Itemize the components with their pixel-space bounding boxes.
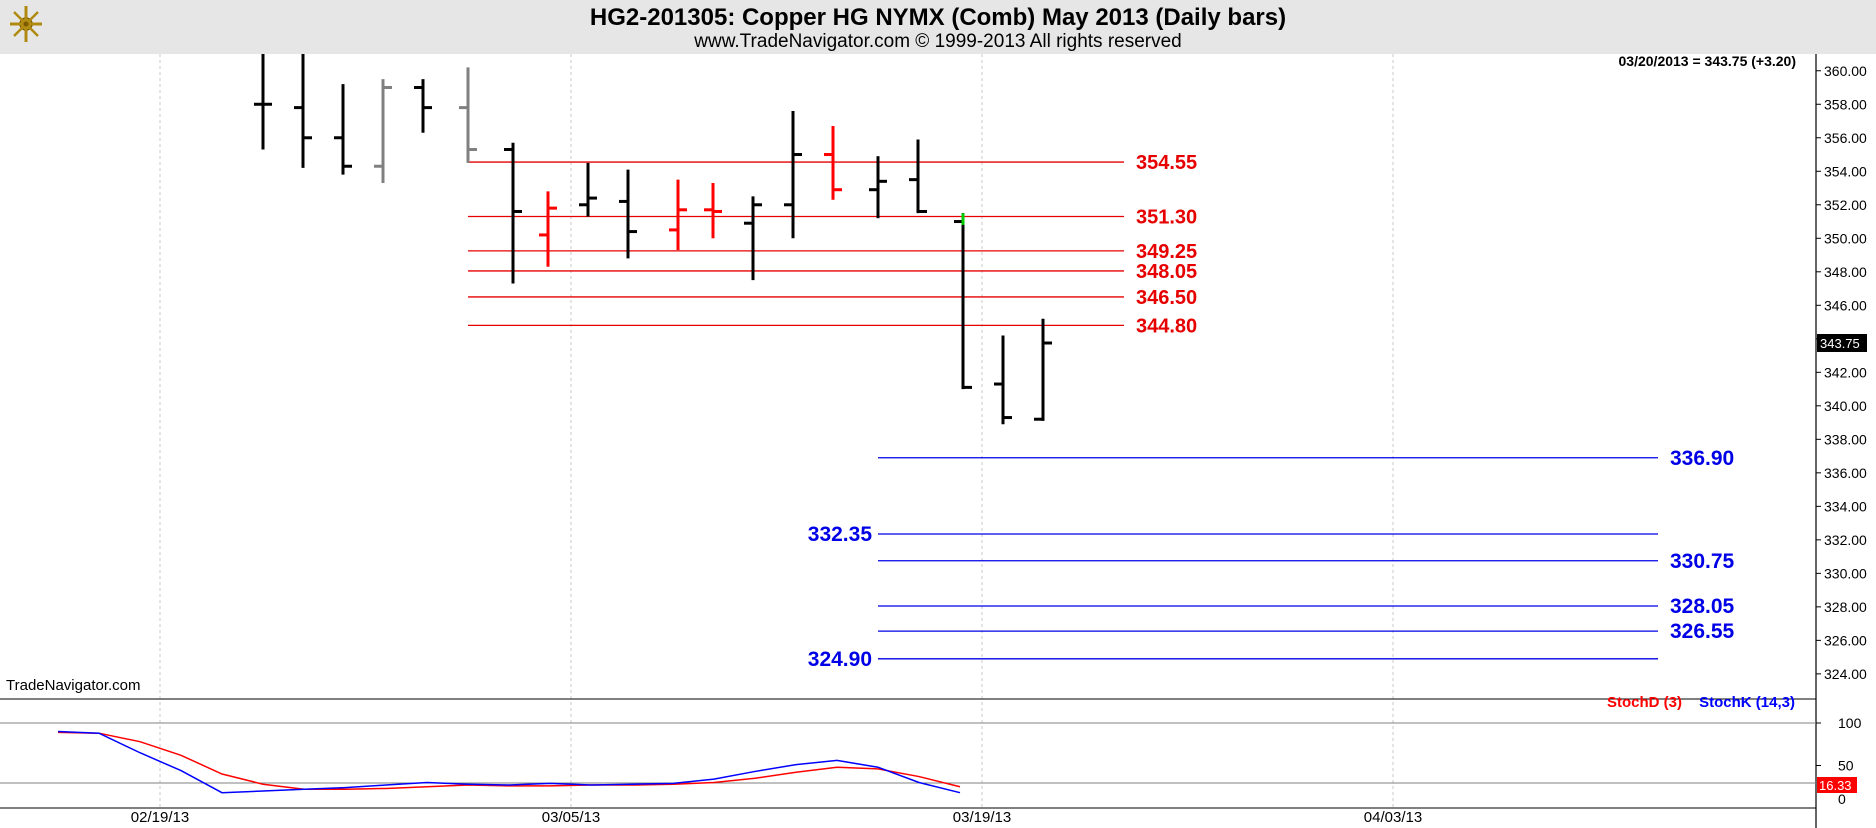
- price-axis-label: 348.00: [1824, 264, 1867, 280]
- stoch-d-line[interactable]: [57, 731, 961, 791]
- price-axis-label: 354.00: [1824, 163, 1867, 179]
- date-axis-label: 04/03/13: [1364, 809, 1422, 826]
- chart-header: HG2-201305: Copper HG NYMX (Comb) May 20…: [0, 0, 1876, 54]
- price-axis-label: 346.00: [1824, 297, 1867, 313]
- trade-navigator-logo-icon: [10, 6, 42, 42]
- price-axis-label: 342.00: [1824, 364, 1867, 380]
- support-label: 328.05: [1670, 595, 1735, 618]
- resistance-label: 351.30: [1136, 207, 1197, 229]
- support-label: 336.90: [1670, 447, 1734, 470]
- last-price-label: 343.75: [1820, 336, 1860, 351]
- date-axis-label: 03/19/13: [953, 809, 1011, 826]
- price-axis-label: 340.00: [1824, 398, 1867, 414]
- price-axis-label: 328.00: [1824, 599, 1867, 615]
- stoch-d-legend: StochD (3): [1607, 694, 1682, 711]
- support-label: 330.75: [1670, 550, 1735, 573]
- resistance-label: 348.05: [1136, 261, 1197, 283]
- price-axis-label: 336.00: [1824, 465, 1867, 481]
- resistance-label: 344.80: [1136, 315, 1197, 337]
- support-label: 332.35: [808, 523, 873, 546]
- date-axis-label: 02/19/13: [131, 809, 189, 826]
- price-axis-label: 338.00: [1824, 431, 1867, 447]
- price-axis-label: 330.00: [1824, 565, 1867, 581]
- stoch-k-legend: StochK (14,3): [1699, 694, 1795, 711]
- stoch-last-label: 16.33: [1819, 778, 1852, 793]
- price-axis-label: 358.00: [1824, 96, 1867, 112]
- resistance-label: 354.55: [1136, 152, 1197, 174]
- price-axis-label: 326.00: [1824, 632, 1867, 648]
- support-label: 326.55: [1670, 620, 1735, 643]
- stoch-k-line[interactable]: [57, 730, 961, 794]
- last-value-readout: 03/20/2013 = 343.75 (+3.20): [1619, 53, 1796, 69]
- stoch-axis-label: 50: [1838, 758, 1854, 774]
- price-axis-label: 334.00: [1824, 498, 1867, 514]
- price-axis-label: 350.00: [1824, 230, 1867, 246]
- watermark-label: TradeNavigator.com: [6, 677, 141, 694]
- stoch-axis-label: 100: [1838, 715, 1862, 731]
- price-axis-panel: [1816, 54, 1876, 828]
- chart-title: HG2-201305: Copper HG NYMX (Comb) May 20…: [589, 4, 1287, 31]
- stoch-last-box: [1817, 777, 1857, 793]
- price-axis-label: 352.00: [1824, 197, 1867, 213]
- resistance-label: 349.25: [1136, 241, 1197, 263]
- price-axis-label: 332.00: [1824, 532, 1867, 548]
- resistance-label: 346.50: [1136, 287, 1197, 309]
- stoch-axis-zero-label: 0: [1838, 791, 1846, 807]
- price-axis-label: 356.00: [1824, 130, 1867, 146]
- price-axis-label: 324.00: [1824, 666, 1867, 682]
- date-axis-label: 03/05/13: [542, 809, 600, 826]
- support-label: 324.90: [808, 648, 872, 671]
- last-price-box: [1817, 333, 1867, 352]
- price-axis-label: 360.00: [1824, 63, 1867, 79]
- chart-subtitle: www.TradeNavigator.com © 1999-2013 All r…: [694, 31, 1182, 52]
